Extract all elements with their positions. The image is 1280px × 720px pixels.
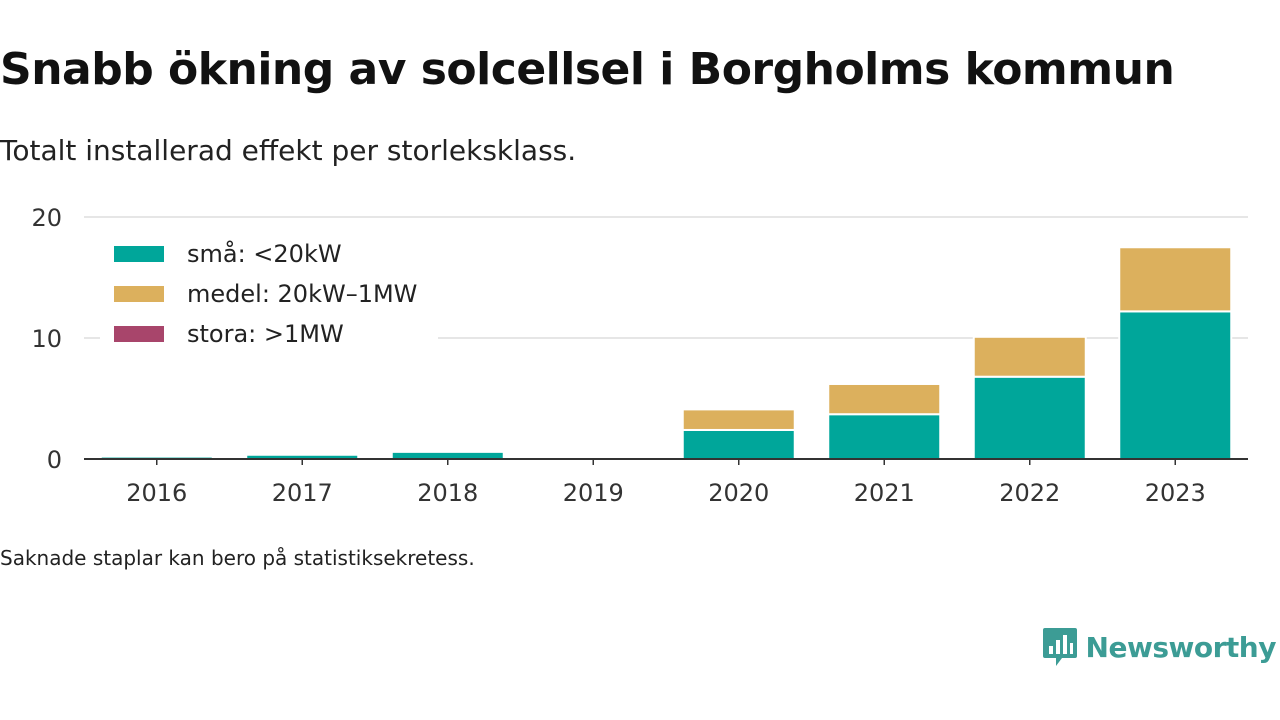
x-tick-label: 2017 — [272, 479, 333, 507]
chart-title: Snabb ökning av solcellsel i Borgholms k… — [0, 44, 1175, 95]
bar-segment — [827, 413, 942, 460]
bar-segment — [972, 375, 1087, 460]
x-tick-label: 2020 — [708, 479, 769, 507]
x-tick-label: 2018 — [417, 479, 478, 507]
legend-swatch — [114, 286, 164, 302]
newsworthy-logo-icon — [1042, 628, 1077, 666]
legend-swatch — [114, 326, 164, 342]
y-tick-label: 20 — [31, 204, 62, 232]
bar-segment — [827, 382, 942, 416]
bar-segment — [972, 335, 1087, 378]
legend-label: små: <20kW — [187, 239, 342, 268]
bar-segment — [390, 449, 505, 453]
x-tick-label: 2019 — [563, 479, 624, 507]
bar-segment — [1118, 310, 1233, 460]
x-tick-label: 2016 — [126, 479, 187, 507]
brand-logo: Newsworthy — [1042, 626, 1277, 668]
y-tick-label: 0 — [47, 446, 62, 474]
legend-label: medel: 20kW–1MW — [187, 280, 417, 308]
bar-segment — [390, 450, 505, 460]
footnote: Saknade staplar kan bero på statistiksek… — [0, 546, 475, 570]
y-tick-label: 10 — [31, 325, 62, 353]
x-tick-label: 2021 — [854, 479, 915, 507]
stacked-bar-chart: 0 10 20 2016 2017 2018 2019 2020 2021 2022 2023 små… — [31, 204, 1248, 507]
brand-name: Newsworthy — [1085, 630, 1277, 664]
x-tick-label: 2023 — [1145, 479, 1206, 507]
bar-segment — [681, 408, 796, 431]
legend-label: stora: >1MW — [187, 320, 344, 348]
legend-swatch — [114, 246, 164, 262]
x-tick-label: 2022 — [999, 479, 1060, 507]
bar-segment — [1118, 246, 1233, 313]
bar-segment — [681, 428, 796, 461]
chart-subtitle: Totalt installerad effekt per storlekskl… — [0, 134, 577, 167]
